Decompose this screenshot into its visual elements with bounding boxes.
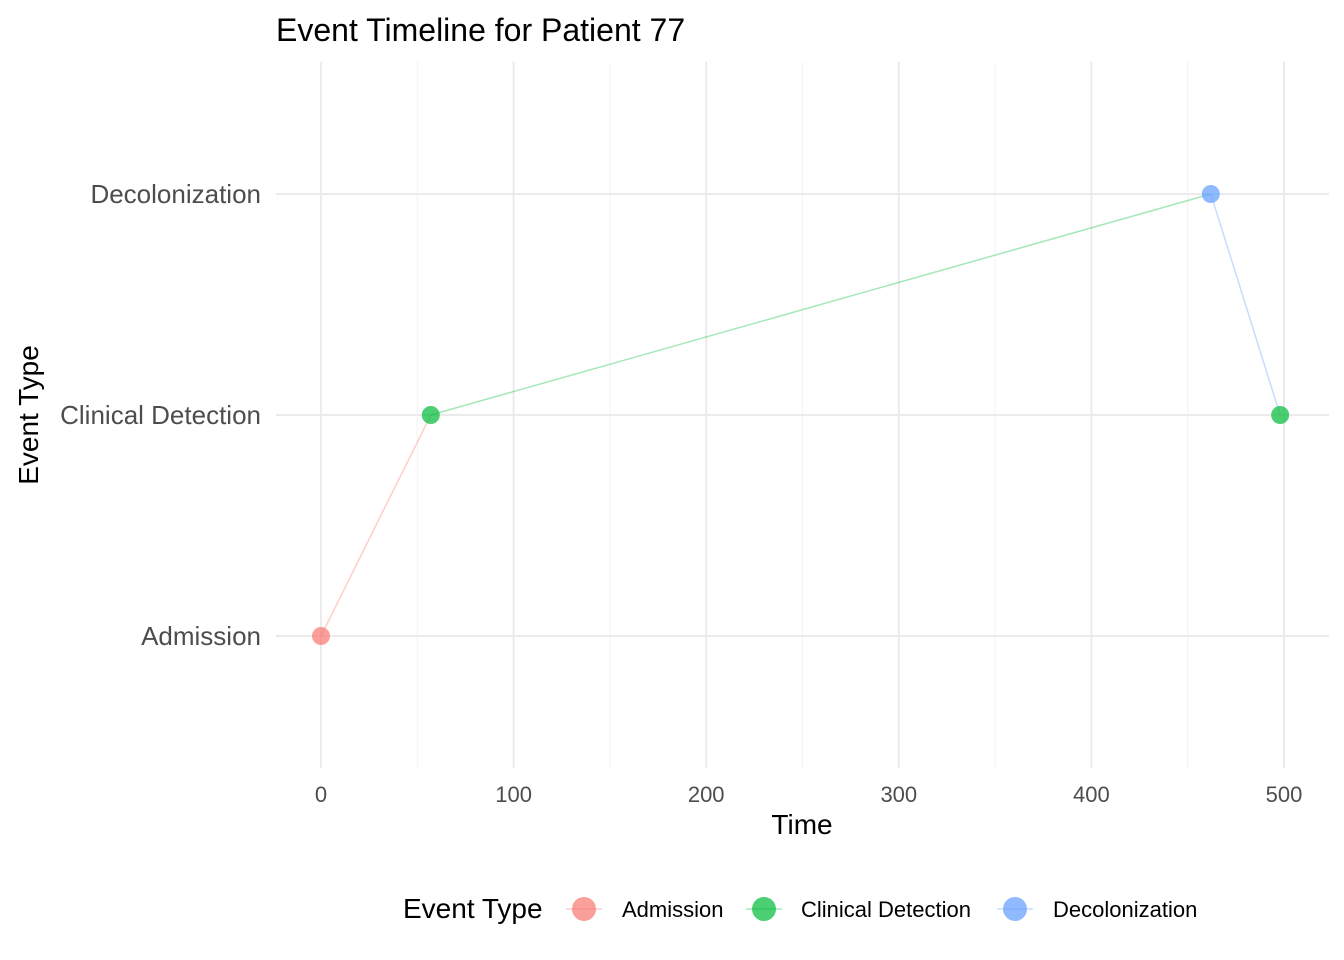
- legend-label: Decolonization: [1053, 897, 1197, 922]
- y-tick-label: Clinical Detection: [60, 400, 261, 430]
- x-tick-label: 500: [1266, 782, 1303, 807]
- chart-title: Event Timeline for Patient 77: [276, 12, 685, 48]
- data-point: [1271, 406, 1290, 424]
- x-tick-label: 0: [315, 782, 327, 807]
- series-segment: [320, 414, 432, 637]
- y-axis-title: Event Type: [13, 345, 44, 485]
- y-tick-label: Admission: [141, 621, 261, 651]
- legend-label: Admission: [622, 897, 723, 922]
- series-segment: [1210, 193, 1281, 416]
- x-tick-label: 400: [1073, 782, 1110, 807]
- x-tick-label: 300: [880, 782, 917, 807]
- x-axis-title: Time: [771, 809, 832, 840]
- x-axis-ticks: 0 100 200 300 400 500: [315, 782, 1302, 807]
- x-tick-label: 200: [688, 782, 725, 807]
- series-points: [312, 185, 1290, 645]
- y-tick-label: Decolonization: [90, 179, 261, 209]
- grid: [276, 62, 1329, 768]
- legend-key-marker: [752, 897, 776, 921]
- legend-label: Clinical Detection: [801, 897, 971, 922]
- series-segment: [430, 193, 1212, 416]
- legend: Event Type Admission Clinical Detection De…: [403, 893, 1197, 924]
- x-tick-label: 100: [495, 782, 532, 807]
- data-point: [312, 627, 330, 645]
- y-axis-ticks: Admission Clinical Detection Decolonizatio…: [60, 179, 261, 651]
- data-point: [421, 406, 440, 424]
- legend-key-marker: [572, 897, 596, 921]
- series-lines: [320, 193, 1281, 637]
- data-point: [1201, 185, 1220, 203]
- legend-key-marker: [1003, 897, 1027, 921]
- legend-title: Event Type: [403, 893, 543, 924]
